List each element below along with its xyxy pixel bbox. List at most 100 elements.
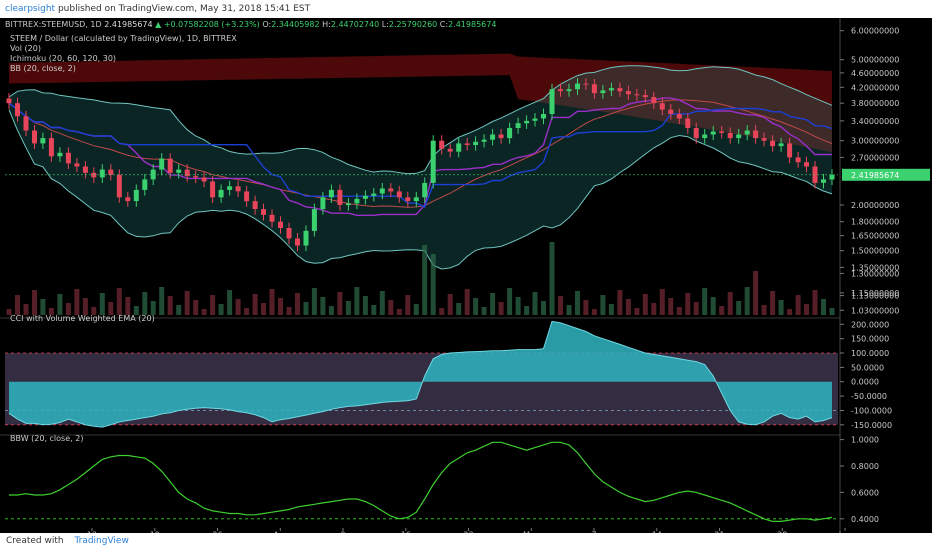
candle-body (40, 138, 46, 144)
volume-bar (685, 293, 691, 315)
legend-bb[interactable]: BB (20, close, 2) (10, 64, 76, 73)
author-link[interactable]: clearpsight (5, 4, 56, 14)
candle-body (227, 186, 233, 190)
cci-tick-label: 150.0000 (851, 335, 889, 344)
volume-bar (804, 304, 809, 315)
candle-body (303, 230, 309, 246)
legend-ichimoku[interactable]: Ichimoku (20, 60, 120, 30) (10, 54, 117, 63)
candle-body (702, 134, 708, 139)
candle-body (261, 209, 266, 215)
candle-body (473, 141, 479, 145)
candle-body (295, 238, 300, 246)
c-value: 2.41985674 (448, 20, 497, 29)
legend-title: STEEM / Dollar (calculated by TradingVie… (10, 34, 237, 43)
volume-bar (328, 306, 334, 315)
volume-bar (795, 295, 801, 315)
volume-bar (447, 294, 453, 315)
volume-bar (524, 306, 530, 315)
candle-body (439, 140, 445, 149)
candle-body (787, 143, 793, 158)
candle-body (388, 188, 394, 192)
volume-bar (201, 309, 207, 315)
candle-body (821, 179, 826, 183)
volume-bar (600, 295, 606, 315)
last-value: 2.41985674 (104, 20, 153, 29)
x-tick-label: Jun (838, 531, 852, 533)
candle-body (133, 189, 139, 202)
volume-bar (15, 295, 20, 315)
candle-body (15, 103, 20, 117)
candle-body (549, 89, 555, 114)
volume-bar (405, 295, 411, 315)
bollinger-lower (8, 109, 833, 270)
candle-body (736, 134, 742, 139)
candle-body (753, 130, 759, 139)
l-label: L: (381, 20, 389, 29)
x-tick-label: 7 (591, 531, 596, 533)
x-tick-label: 28 (777, 531, 787, 533)
cci-tick-label: 50.0000 (851, 363, 884, 372)
volume-bar (456, 303, 462, 315)
x-tick-label: Apr (273, 531, 288, 533)
volume-bar (159, 287, 165, 315)
candle-body (693, 128, 699, 139)
cci-area (9, 321, 832, 428)
volume-bar (396, 309, 402, 315)
volume-bar (430, 254, 436, 315)
volume-bar (668, 298, 674, 315)
volume-bar (6, 309, 12, 315)
volume-bar (498, 302, 504, 315)
candle-body (362, 195, 368, 199)
tradingview-logo[interactable]: TradingView (74, 536, 129, 546)
bbw-line (9, 441, 833, 522)
volume-bar (490, 293, 496, 315)
volume-bar (532, 292, 538, 315)
x-tick-label: 12 (87, 531, 97, 533)
volume-bar (507, 288, 513, 315)
candle-body (345, 203, 351, 206)
candle-body (447, 148, 453, 152)
bbw-title[interactable]: BBW (20, close, 2) (10, 434, 84, 443)
cci-title[interactable]: CCI with Volume Weighted EMA (20) (10, 314, 155, 323)
volume-bar (32, 290, 37, 315)
footer-bar: Created with TradingView (0, 533, 932, 550)
cci-tick-label: 200.0000 (851, 320, 889, 329)
price-tick-label: 4.20000000 (851, 83, 899, 92)
x-tick-label: 26 (212, 531, 222, 533)
x-tick-label: May (523, 531, 540, 533)
volume-bar (829, 308, 835, 315)
price-tick-label: 2.70000000 (851, 153, 899, 162)
candle-body (490, 134, 496, 140)
volume-bar (693, 302, 699, 315)
ichimoku-cloud (9, 53, 832, 153)
legend-vol[interactable]: Vol (20) (10, 44, 41, 53)
price-tick-label: 2.00000000 (851, 201, 899, 210)
volume-bar (303, 302, 309, 315)
candle-body (676, 114, 682, 119)
price-tick-label: 6.00000000 (851, 27, 899, 36)
candle-body (507, 128, 513, 139)
price-tick-label: 1.65000000 (851, 232, 899, 241)
volume-bar (57, 294, 63, 315)
price-tick-label: 4.60000000 (851, 69, 899, 78)
ichimoku-conversion (8, 97, 832, 217)
volume-bar (184, 291, 190, 315)
candle-body (668, 109, 674, 114)
volume-bar (753, 271, 759, 315)
bollinger-upper (8, 65, 833, 175)
candle-body (405, 197, 411, 202)
chart-canvas[interactable]: 6.00000000 5.00000000 4.60000000 4.20000000… (0, 18, 932, 533)
volume-bar (354, 287, 360, 315)
cci-tick-label: -150.0000 (851, 421, 892, 430)
candle-body (6, 98, 12, 104)
volume-bar (736, 301, 742, 315)
candle-body (167, 158, 173, 173)
volume-bar (99, 293, 105, 315)
candle-body (32, 130, 37, 144)
candle-body (108, 169, 114, 175)
last-price-label: 2.41985674 (851, 171, 899, 180)
cci-pane (5, 320, 838, 428)
volume-bar (770, 291, 776, 315)
candle-body (770, 140, 776, 147)
